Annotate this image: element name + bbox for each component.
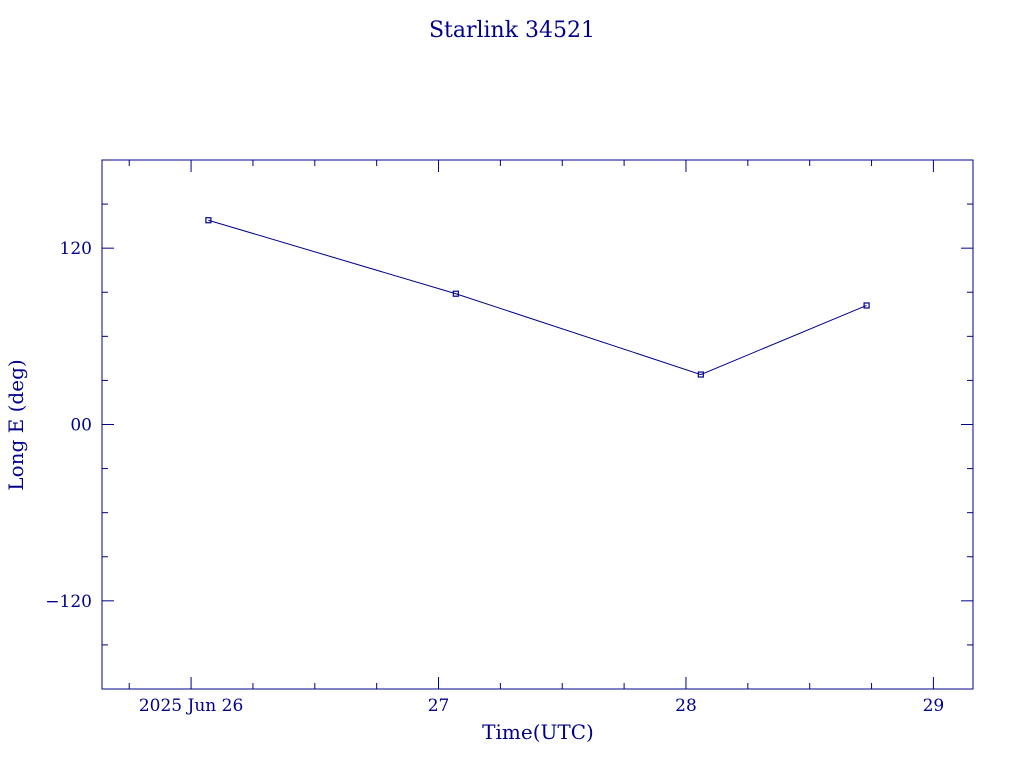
series xyxy=(205,217,870,378)
data-point-marker xyxy=(863,302,870,309)
y-axis-label: Long E (deg) xyxy=(4,359,28,490)
x-tick-label: 29 xyxy=(923,696,945,716)
x-tick-label: 28 xyxy=(675,696,697,716)
y-tick-label: −120 xyxy=(45,592,92,612)
chart-title: Starlink 34521 xyxy=(429,18,595,43)
plot-frame xyxy=(101,159,974,690)
x-tick-labels: 2025 Jun 26 27 28 29 xyxy=(139,696,944,716)
y-tick-label: 00 xyxy=(70,416,92,436)
y-tick-label: 120 xyxy=(60,239,92,259)
y-tick-labels: 120 00 −120 xyxy=(45,239,92,612)
x-tick-label: 2025 Jun 26 xyxy=(139,696,243,716)
data-point-marker xyxy=(452,290,459,297)
x-tick-label: 27 xyxy=(428,696,450,716)
axis-ticks xyxy=(102,160,973,689)
data-point-marker xyxy=(205,217,212,224)
data-point-marker xyxy=(697,371,704,378)
series-line xyxy=(208,219,867,376)
x-axis-label: Time(UTC) xyxy=(482,720,594,744)
